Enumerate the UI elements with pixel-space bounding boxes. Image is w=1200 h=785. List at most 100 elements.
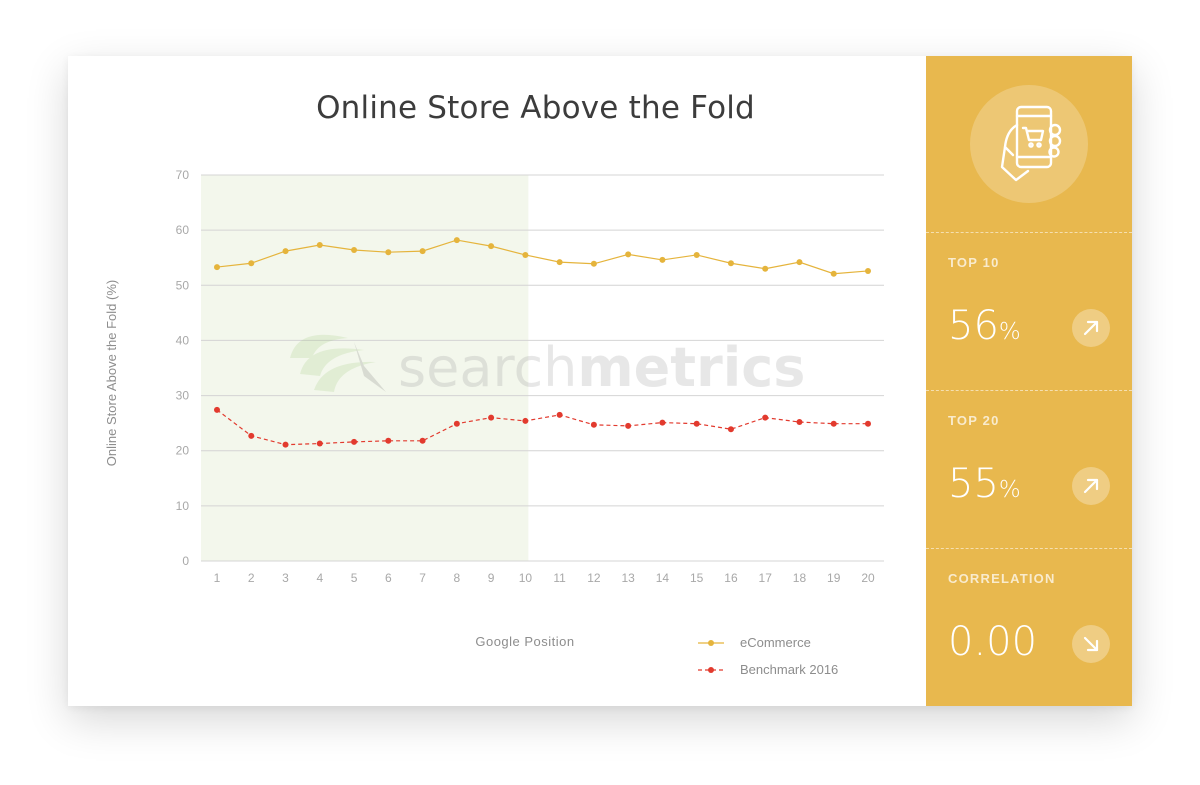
x-tick-label: 4 [316,571,323,585]
data-point [556,259,563,266]
x-tick-label: 3 [282,571,289,585]
data-point [796,259,803,266]
icon-circle [970,85,1088,203]
data-point [625,251,632,258]
data-point [453,420,460,427]
y-tick-label: 40 [176,333,190,347]
x-tick-label: 8 [453,571,460,585]
data-point [693,251,700,258]
watermark-text-bold: metrics [577,336,805,399]
data-point [590,421,597,428]
data-point [522,251,529,258]
data-point [351,438,358,445]
x-tick-label: 15 [690,571,704,585]
searchmetrics-logo-icon [290,334,386,392]
data-point [419,248,426,255]
y-tick-label: 30 [176,389,190,403]
x-tick-label: 1 [214,571,221,585]
x-tick-label: 13 [621,571,635,585]
data-point [590,260,597,267]
chart-title: Online Store Above the Fold [316,90,755,126]
arrow-up-right-icon [1083,478,1099,494]
trend-down-button[interactable] [1072,625,1110,663]
data-point [282,441,289,448]
data-point [865,420,871,427]
chart-legend: eCommerce Benchmark 2016 [698,635,838,677]
data-point [659,419,666,426]
y-tick-label: 0 [182,554,189,568]
data-point [248,432,255,439]
x-tick-label: 12 [587,571,601,585]
x-tick-label: 10 [519,571,533,585]
x-tick-label: 20 [861,571,875,585]
stat-value: 0.00 [948,619,1038,665]
watermark-text-light: search [398,336,577,399]
stat-correlation: CORRELATION 0.00 [926,548,1132,707]
x-tick-label: 16 [724,571,738,585]
y-tick-label: 50 [176,278,190,292]
data-point [316,242,323,249]
data-point [282,248,289,255]
data-point [522,417,529,424]
data-point [214,406,220,413]
trend-up-button[interactable] [1072,467,1110,505]
chart-card: Online Store Above the Fold 0 10 20 30 40 50 6… [68,56,1132,706]
data-point [419,437,426,444]
x-tick-label: 2 [248,571,255,585]
data-point [453,237,460,244]
data-point [727,260,734,267]
data-point [830,270,837,277]
searchmetrics-watermark: searchmetrics [290,334,805,399]
series-line-benchmark-2016 [216,409,868,446]
y-axis-label: Online Store Above the Fold (%) [104,280,119,466]
trend-up-button[interactable] [1072,309,1110,347]
legend-marker [708,640,714,646]
data-point [316,440,323,447]
data-point [556,411,563,418]
data-point [385,249,392,256]
x-tick-label: 6 [385,571,392,585]
top-10-highlight-band [201,175,529,561]
x-tick-label: 11 [553,571,566,585]
arrow-up-right-icon [1083,320,1099,336]
x-tick-label: 7 [419,571,426,585]
data-point [488,243,495,250]
svg-text:searchmetrics: searchmetrics [398,336,805,399]
x-axis-label: Google Position [475,634,574,649]
y-tick-label: 60 [176,223,190,237]
stat-value: 56% [948,303,1021,349]
data-point [385,437,392,444]
data-point [762,414,769,421]
data-point [351,246,358,253]
data-point [659,256,666,263]
stat-label: TOP 20 [948,413,1000,428]
data-point [693,420,700,427]
x-tick-label: 5 [351,571,358,585]
stat-label: CORRELATION [948,571,1056,586]
legend-label: Benchmark 2016 [740,662,838,677]
data-point [830,420,837,427]
data-point [214,264,220,271]
data-point [248,260,255,267]
data-point [488,414,495,421]
stats-panel: TOP 10 56% TOP 20 55% [926,56,1132,706]
stat-top-10: TOP 10 56% [926,232,1132,391]
mobile-shopping-cart-icon [1000,105,1062,182]
series-line-ecommerce [216,239,869,275]
legend-marker [708,667,714,673]
data-point [796,419,803,426]
x-tick-label: 14 [656,571,670,585]
legend-label: eCommerce [740,635,811,650]
stat-label: TOP 10 [948,255,1000,270]
y-tick-label: 10 [176,499,190,513]
arrow-down-right-icon [1083,636,1099,652]
stat-top-20: TOP 20 55% [926,390,1132,549]
x-tick-label: 9 [488,571,495,585]
data-point [762,265,769,272]
x-tick-label: 17 [759,571,773,585]
data-point [625,422,632,429]
x-tick-label: 18 [793,571,807,585]
stat-value: 55% [948,461,1021,507]
data-point [727,426,734,433]
y-tick-label: 70 [176,168,190,182]
